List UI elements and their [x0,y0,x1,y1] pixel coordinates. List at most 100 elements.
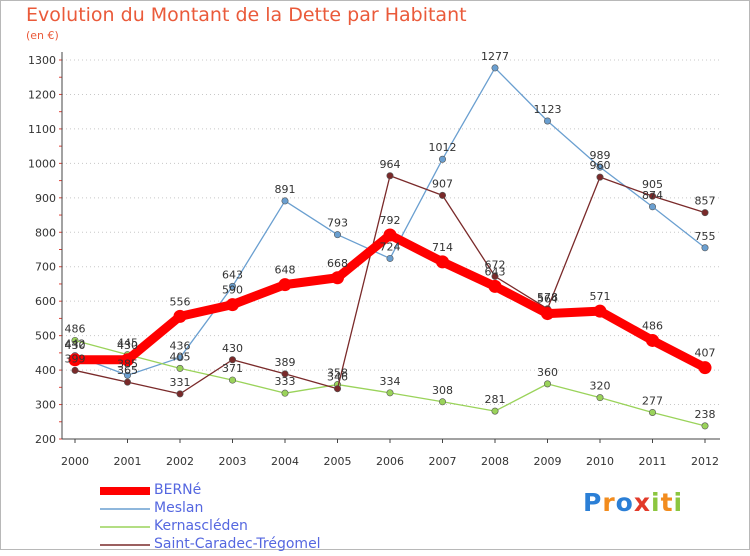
data-label: 643 [485,265,506,278]
data-label: 960 [590,159,611,172]
logo-letter: i [651,488,661,517]
data-label: 907 [432,177,453,190]
data-label: 486 [65,322,86,335]
data-point [488,279,502,293]
x-tick-label: 2006 [376,455,404,468]
data-point [648,192,656,200]
x-tick-label: 2012 [691,455,719,468]
series-layer [68,64,712,430]
data-label: 405 [170,350,191,363]
data-label: 648 [275,264,296,277]
y-tick-label: 1100 [28,123,56,136]
data-label: 989 [590,149,611,162]
data-label: 346 [327,371,348,384]
data-point [543,117,551,125]
data-label: 672 [485,258,506,271]
y-tick-label: 800 [35,226,56,239]
y-tick-label: 700 [35,261,56,274]
data-label: 556 [170,295,191,308]
x-tick-label: 2002 [166,455,194,468]
logo-letter: i [673,488,684,517]
data-label: 430 [117,339,138,352]
data-label: 385 [117,357,138,370]
data-label: 964 [380,158,401,171]
data-label: 590 [222,284,243,297]
data-point [701,244,709,252]
data-point [278,278,292,292]
legend-label-meslan: Meslan [154,500,204,516]
data-label: 905 [642,178,663,191]
data-point [176,390,184,398]
data-point [593,304,607,318]
y-tick-label: 900 [35,192,56,205]
data-point [386,254,394,262]
data-label: 389 [275,356,296,369]
data-label: 365 [117,364,138,377]
data-point [701,209,709,217]
data-point [176,364,184,372]
data-point [596,163,604,171]
data-label: 486 [642,319,663,332]
logo-letter: P [583,488,603,517]
data-point [648,408,656,416]
y-tick-label: 500 [35,330,56,343]
data-point [698,361,712,375]
data-point [71,336,79,344]
proxiti-logo: Proxiti [583,488,683,517]
data-point [438,155,446,163]
data-label: 358 [327,367,348,380]
logo-letter: t [660,488,674,517]
x-tick-label: 2011 [639,455,667,468]
data-point [438,191,446,199]
data-point [491,407,499,415]
data-point [229,376,237,384]
data-label: 1123 [534,103,562,116]
data-point [543,380,551,388]
y-tick-label: 1000 [28,157,56,170]
data-point [124,378,132,386]
chart-title: Evolution du Montant de la Dette par Hab… [26,4,467,26]
data-label: 308 [432,384,453,397]
data-point [71,366,79,374]
data-label: 571 [590,290,611,303]
data-label: 430 [65,339,86,352]
data-label: 442 [65,338,86,351]
y-tick-label: 600 [35,295,56,308]
legend-label-saint-caradec: Saint-Caradec-Trégomel [154,536,321,552]
data-label: 874 [642,189,663,202]
data-point [596,394,604,402]
data-label: 1277 [481,50,509,63]
data-label: 578 [537,291,558,304]
data-label: 724 [380,240,401,253]
data-label: 643 [222,268,243,281]
data-point [491,64,499,72]
data-label: 714 [432,241,453,254]
data-label: 430 [222,342,243,355]
data-point [701,422,709,430]
x-tick-label: 2000 [61,455,89,468]
data-point [383,228,397,242]
data-label: 857 [695,195,716,208]
legend-label-kernascleden: Kernascléden [154,518,248,534]
data-label: 333 [275,375,296,388]
y-tick-label: 200 [35,433,56,446]
data-point [281,389,289,397]
x-tick-label: 2009 [534,455,562,468]
data-label: 360 [537,366,558,379]
data-labels: 442 385 436 643 891 793 724 1012 1277 1123 989 874 7… [65,50,716,421]
y-tick-label: 1300 [28,54,56,67]
data-label: 277 [642,394,663,407]
data-point [596,173,604,181]
data-label: 792 [380,214,401,227]
data-label: 238 [695,408,716,421]
data-point [386,389,394,397]
data-label: 436 [170,340,191,353]
logo-letter: r [602,488,616,517]
data-point [173,309,187,323]
y-tick-label: 1200 [28,88,56,101]
data-point [229,356,237,364]
data-point [386,172,394,180]
data-point [333,231,341,239]
data-label: 755 [695,230,716,243]
